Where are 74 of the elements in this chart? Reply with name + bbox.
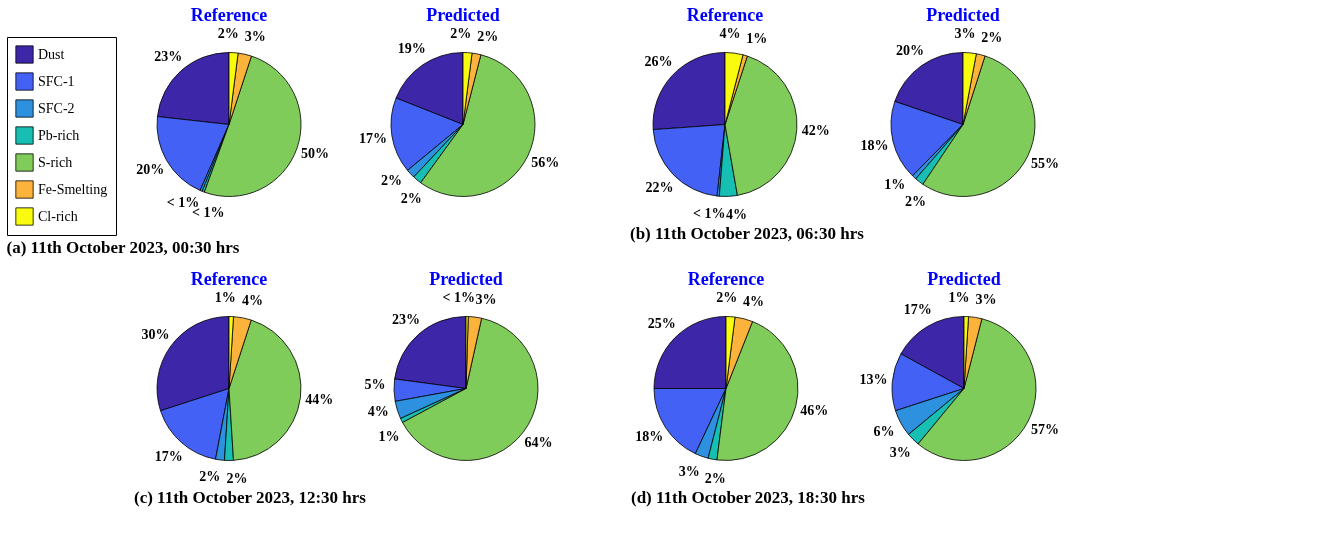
data-label: 2% — [450, 25, 472, 41]
legend-label: Fe-Smelting — [38, 181, 108, 197]
data-label: 4% — [725, 206, 747, 222]
data-label: 19% — [397, 41, 426, 57]
data-label: 46% — [800, 403, 829, 419]
data-label: 4% — [241, 292, 263, 308]
data-label: 55% — [1030, 156, 1059, 172]
data-label: 4% — [367, 404, 389, 420]
data-label: 4% — [719, 25, 741, 41]
data-label: 56% — [531, 155, 560, 171]
chart-title: Reference — [190, 268, 268, 289]
chart-title: Reference — [687, 268, 765, 289]
data-label: 57% — [1031, 421, 1060, 437]
data-label: 50% — [301, 146, 329, 162]
text: (d) 11th October 2023, 18:30 hrs — [631, 487, 866, 507]
chart-title: Predicted — [429, 268, 503, 289]
data-label: 2% — [217, 25, 239, 41]
data-label: 4% — [743, 293, 765, 309]
data-label: 2% — [704, 470, 726, 486]
data-label: 1% — [746, 31, 768, 47]
data-label: 6% — [873, 423, 895, 439]
data-label: 2% — [226, 471, 248, 487]
chart-title: Predicted — [927, 268, 1001, 289]
data-label: 23% — [154, 48, 183, 64]
data-label: 2% — [380, 172, 402, 188]
data-label: 1% — [378, 429, 400, 445]
data-label: 17% — [903, 302, 932, 318]
data-label: 17% — [359, 130, 388, 146]
legend-label: Dust — [38, 46, 65, 62]
legend-label: S-rich — [38, 154, 73, 170]
data-label: 3% — [475, 291, 497, 307]
legend-label: Cl-rich — [38, 208, 78, 224]
data-label: 3% — [244, 29, 266, 45]
data-label: 2% — [904, 194, 926, 210]
data-label: 42% — [801, 122, 830, 138]
data-label: < 1% — [442, 289, 475, 305]
data-label: 5% — [364, 377, 386, 393]
data-label: 3% — [678, 463, 700, 479]
text: (b) 11th October 2023, 06:30 hrs — [630, 223, 865, 243]
data-label: 18% — [860, 137, 889, 153]
text: (c) 11th October 2023, 12:30 hrs — [134, 488, 367, 508]
data-label: 13% — [859, 371, 888, 387]
data-label: 3% — [889, 445, 911, 461]
data-label: 2% — [716, 289, 738, 305]
legend-label: Pb-rich — [38, 127, 80, 143]
chart-title: Predicted — [426, 4, 500, 25]
data-label: 64% — [524, 435, 553, 451]
data-label: 17% — [154, 448, 183, 464]
data-label: < 1% — [166, 194, 200, 210]
data-label: 26% — [644, 54, 673, 70]
data-label: 1% — [884, 176, 906, 192]
legend-label: SFC-1 — [38, 73, 75, 89]
data-label: < 1% — [693, 206, 726, 222]
text: (a) 11th October 2023, 00:30 hrs — [6, 237, 240, 257]
data-label: 2% — [400, 191, 422, 207]
data-label: 25% — [647, 316, 676, 332]
chart-title: Predicted — [926, 4, 1000, 25]
chart-title: Reference — [686, 4, 764, 25]
data-label: 30% — [141, 327, 170, 343]
data-label: 2% — [981, 30, 1003, 46]
data-label: 3% — [954, 25, 976, 41]
data-label: 3% — [975, 292, 997, 308]
data-label: 2% — [477, 28, 499, 44]
chart-title: Reference — [190, 4, 268, 25]
legend-label: SFC-2 — [38, 100, 75, 116]
data-label: 22% — [645, 179, 674, 195]
data-label: 20% — [136, 162, 165, 177]
data-label: 1% — [214, 289, 236, 305]
data-label: 44% — [305, 391, 334, 407]
data-label: 23% — [392, 312, 421, 328]
data-label: 18% — [635, 429, 664, 445]
data-label: 20% — [895, 42, 924, 58]
data-label: 2% — [199, 469, 221, 485]
data-label: 1% — [948, 289, 970, 305]
